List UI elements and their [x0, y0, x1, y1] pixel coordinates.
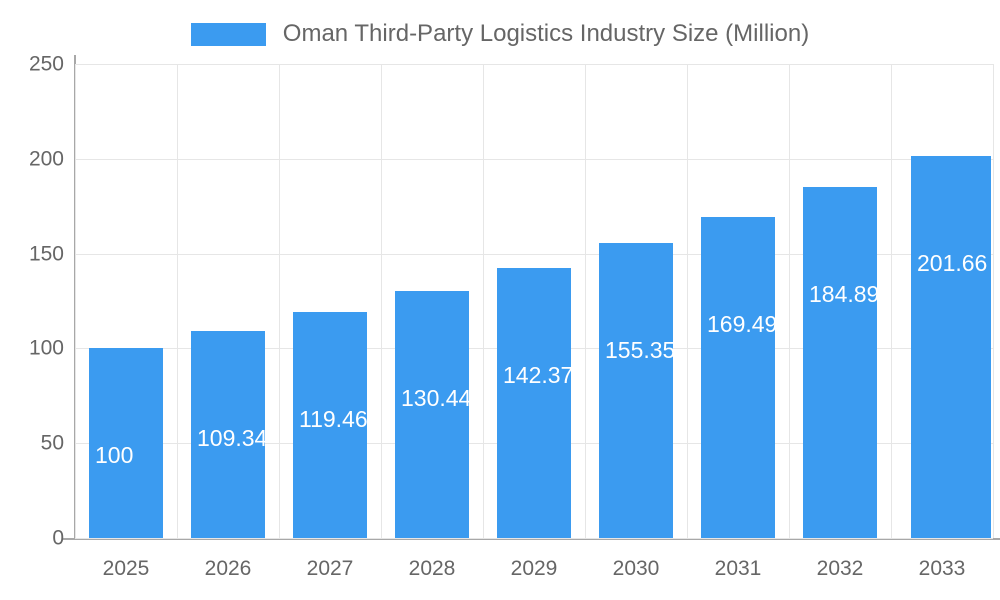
y-axis-tick-label: 0	[52, 526, 64, 550]
x-axis-tick-label: 2030	[612, 557, 660, 580]
bar[interactable]	[395, 290, 469, 538]
legend-item-label: Oman Third-Party Logistics Industry Size…	[282, 20, 810, 47]
gridline-horizontal	[75, 158, 993, 160]
gridline-vertical	[789, 64, 790, 538]
x-axis-tick-label: 2026	[204, 557, 252, 580]
legend-item-series-1[interactable]: Oman Third-Party Logistics Industry Size…	[190, 20, 810, 47]
bar-value-label: 142.37	[503, 362, 574, 389]
bar[interactable]	[701, 216, 775, 538]
x-axis-tick-label: 2025	[102, 557, 150, 580]
bar-value-label: 109.34	[197, 424, 268, 451]
bar[interactable]	[599, 243, 673, 538]
x-axis-tick-label: 2027	[306, 557, 354, 580]
x-axis-tick-label: 2033	[918, 557, 966, 580]
gridline-vertical	[381, 64, 382, 538]
x-axis-line	[63, 538, 1000, 540]
gridline-vertical	[483, 64, 484, 538]
gridline-horizontal	[75, 64, 993, 65]
y-axis-tick-label: 150	[28, 242, 64, 266]
gridline-vertical	[687, 64, 688, 538]
gridline-vertical	[75, 64, 76, 538]
y-axis-tick-label: 50	[40, 431, 64, 455]
gridline-vertical	[891, 64, 892, 538]
gridline-vertical	[585, 64, 586, 538]
bar-value-label: 155.35	[605, 337, 676, 364]
bar[interactable]	[89, 348, 163, 538]
bar-value-label: 100	[95, 442, 134, 469]
bar[interactable]	[803, 187, 877, 538]
gridline-vertical	[177, 64, 178, 538]
gridline-vertical	[993, 64, 994, 538]
x-axis-tick-label: 2032	[816, 557, 864, 580]
chart-legend: Oman Third-Party Logistics Industry Size…	[0, 14, 1000, 54]
bar[interactable]	[911, 155, 991, 538]
y-axis-tick-label: 200	[28, 147, 64, 171]
gridline-vertical	[279, 64, 280, 538]
bar-value-label: 130.44	[401, 384, 472, 411]
legend-color-swatch-icon	[190, 22, 266, 46]
bar[interactable]	[191, 330, 265, 538]
y-axis-tick-label: 250	[28, 52, 64, 76]
x-axis-tick-label: 2028	[408, 557, 456, 580]
plot-area: 100 109.34 119.46 130.44 142.37 155.35 169.49 1…	[75, 64, 994, 539]
y-axis-tick-label: 100	[28, 336, 64, 360]
bar-value-label: 184.89	[809, 281, 880, 308]
gridline-horizontal	[75, 538, 993, 539]
x-axis-tick-label: 2031	[714, 557, 762, 580]
gridline-horizontal	[75, 253, 993, 255]
bar[interactable]	[293, 311, 367, 538]
bar[interactable]	[497, 268, 571, 538]
bar-value-label: 119.46	[299, 405, 368, 432]
x-axis-tick-label: 2029	[510, 557, 558, 580]
bar-value-label: 201.66	[917, 249, 988, 276]
bar-value-label: 169.49	[707, 310, 778, 337]
